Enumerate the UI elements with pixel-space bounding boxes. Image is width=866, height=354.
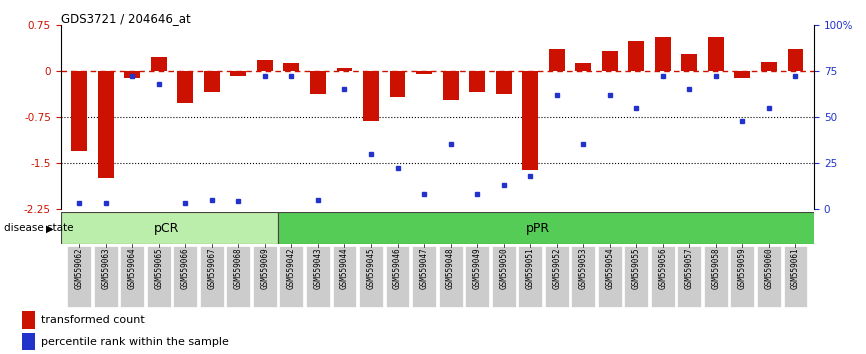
FancyBboxPatch shape <box>677 246 701 307</box>
FancyBboxPatch shape <box>518 246 542 307</box>
Bar <box>61 212 278 244</box>
FancyBboxPatch shape <box>200 246 223 307</box>
Bar <box>761 62 777 71</box>
Bar <box>22 333 35 350</box>
Text: GDS3721 / 204646_at: GDS3721 / 204646_at <box>61 12 191 25</box>
Text: GSM559062: GSM559062 <box>74 247 84 289</box>
Text: GSM559069: GSM559069 <box>261 247 269 289</box>
Text: GSM559046: GSM559046 <box>393 247 402 289</box>
FancyBboxPatch shape <box>757 246 781 307</box>
FancyBboxPatch shape <box>624 246 649 307</box>
Bar <box>204 71 220 92</box>
Text: GSM559061: GSM559061 <box>791 247 800 289</box>
Bar <box>310 71 326 94</box>
Bar <box>549 49 565 71</box>
FancyBboxPatch shape <box>598 246 622 307</box>
Text: GSM559053: GSM559053 <box>578 247 588 289</box>
Text: GSM559063: GSM559063 <box>101 247 110 289</box>
Text: GSM559060: GSM559060 <box>765 247 773 289</box>
Text: GSM559054: GSM559054 <box>605 247 614 289</box>
FancyBboxPatch shape <box>359 246 383 307</box>
Bar <box>708 37 724 71</box>
FancyBboxPatch shape <box>465 246 489 307</box>
FancyBboxPatch shape <box>439 246 462 307</box>
Bar <box>787 49 804 71</box>
Text: GSM559065: GSM559065 <box>154 247 164 289</box>
Bar <box>682 53 697 71</box>
Bar <box>71 71 87 150</box>
Bar <box>151 57 167 71</box>
Bar <box>416 71 432 74</box>
Text: GSM559056: GSM559056 <box>658 247 668 289</box>
Bar <box>629 41 644 71</box>
Bar <box>495 71 512 94</box>
Text: GSM559064: GSM559064 <box>128 247 137 289</box>
Bar <box>602 51 617 71</box>
Text: ▶: ▶ <box>46 223 54 233</box>
Bar <box>178 71 193 103</box>
Bar <box>125 71 140 78</box>
FancyBboxPatch shape <box>731 246 754 307</box>
FancyBboxPatch shape <box>147 246 171 307</box>
Text: GSM559048: GSM559048 <box>446 247 456 289</box>
FancyBboxPatch shape <box>704 246 727 307</box>
Text: GSM559052: GSM559052 <box>553 247 561 289</box>
FancyBboxPatch shape <box>545 246 569 307</box>
Bar <box>734 71 750 78</box>
Bar <box>278 212 824 244</box>
Text: GSM559042: GSM559042 <box>287 247 296 289</box>
Bar <box>522 71 538 170</box>
Text: GSM559043: GSM559043 <box>313 247 322 289</box>
Text: disease state: disease state <box>4 223 74 233</box>
Bar <box>443 71 459 100</box>
Text: GSM559050: GSM559050 <box>499 247 508 289</box>
Text: GSM559049: GSM559049 <box>473 247 481 289</box>
Bar <box>469 71 485 92</box>
Bar <box>575 63 591 71</box>
Text: GSM559058: GSM559058 <box>711 247 721 289</box>
Bar <box>230 71 246 76</box>
FancyBboxPatch shape <box>120 246 144 307</box>
Text: GSM559044: GSM559044 <box>340 247 349 289</box>
Text: percentile rank within the sample: percentile rank within the sample <box>42 337 229 347</box>
FancyBboxPatch shape <box>280 246 303 307</box>
FancyBboxPatch shape <box>94 246 118 307</box>
Text: GSM559068: GSM559068 <box>234 247 242 289</box>
Text: GSM559055: GSM559055 <box>632 247 641 289</box>
Text: GSM559047: GSM559047 <box>419 247 429 289</box>
Bar <box>283 63 300 71</box>
Bar <box>655 37 671 71</box>
FancyBboxPatch shape <box>492 246 515 307</box>
Bar <box>257 60 273 71</box>
Text: GSM559067: GSM559067 <box>207 247 216 289</box>
Text: GSM559057: GSM559057 <box>685 247 694 289</box>
Text: GSM559066: GSM559066 <box>181 247 190 289</box>
Text: GSM559045: GSM559045 <box>366 247 376 289</box>
FancyBboxPatch shape <box>333 246 357 307</box>
Bar <box>390 71 405 97</box>
FancyBboxPatch shape <box>306 246 330 307</box>
Bar <box>22 311 35 329</box>
FancyBboxPatch shape <box>385 246 410 307</box>
FancyBboxPatch shape <box>784 246 807 307</box>
FancyBboxPatch shape <box>651 246 675 307</box>
Bar <box>98 71 113 178</box>
Text: pPR: pPR <box>526 222 550 235</box>
Bar <box>337 68 352 71</box>
FancyBboxPatch shape <box>173 246 197 307</box>
FancyBboxPatch shape <box>226 246 250 307</box>
Text: pCR: pCR <box>154 222 179 235</box>
FancyBboxPatch shape <box>412 246 436 307</box>
Text: GSM559059: GSM559059 <box>738 247 746 289</box>
FancyBboxPatch shape <box>572 246 595 307</box>
Text: GSM559051: GSM559051 <box>526 247 534 289</box>
FancyBboxPatch shape <box>68 246 91 307</box>
Bar <box>363 71 379 121</box>
FancyBboxPatch shape <box>253 246 277 307</box>
Text: transformed count: transformed count <box>42 315 145 325</box>
